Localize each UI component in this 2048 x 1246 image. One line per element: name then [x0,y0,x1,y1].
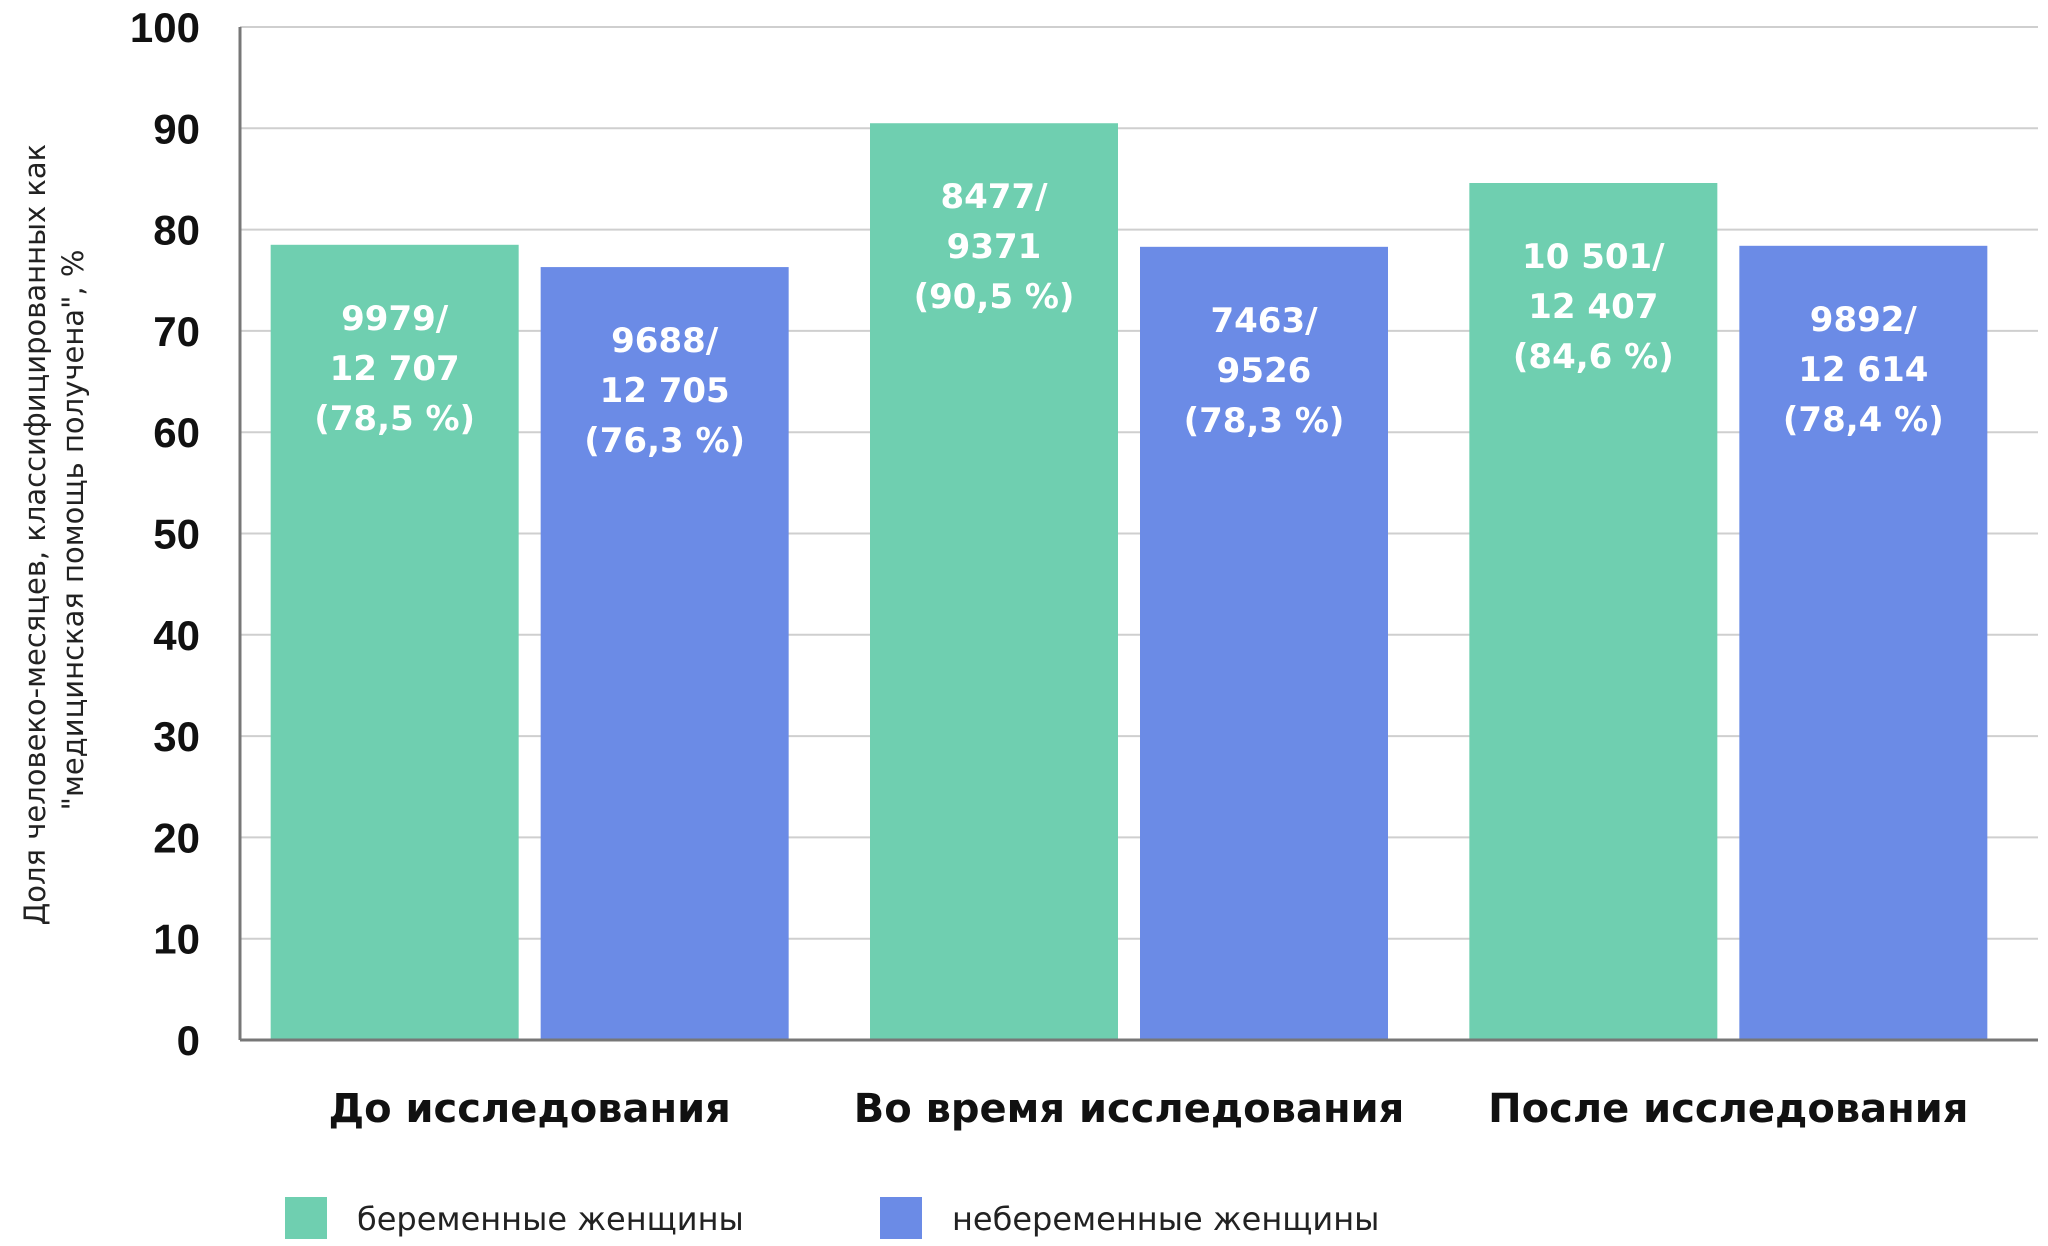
data-label: (78,3 %) [1184,401,1345,441]
legend-label: беременные женщины [357,1200,744,1238]
legend: беременные женщины небеременные женщины [285,1197,1379,1239]
y-tick-label: 50 [153,511,200,558]
data-label: (78,4 %) [1783,400,1944,440]
y-axis-label: Доля человеко-месяцев, классифицированны… [18,135,90,926]
data-label: 9688/ [611,321,719,361]
data-label: (90,5 %) [914,277,1075,317]
legend-swatch [285,1197,327,1239]
data-label: 12 407 [1528,287,1658,327]
data-label: 12 614 [1798,350,1928,390]
bar [1469,183,1718,1040]
x-category-label: До исследования [328,1086,730,1132]
y-tick-label: 20 [153,814,200,861]
y-axis-label-line-1: Доля человеко-месяцев, классифицированны… [18,144,52,926]
bar [870,123,1118,1041]
y-tick-label: 30 [153,713,200,760]
data-label: 7463/ [1210,301,1318,341]
bar [540,267,789,1040]
y-tick-label: 80 [153,207,200,254]
y-tick-label: 40 [153,612,200,659]
data-label: (84,6 %) [1513,337,1674,377]
data-label: 12 705 [600,371,730,411]
legend-swatch [880,1197,922,1239]
y-tick-label: 10 [153,916,200,963]
y-tick-label: 70 [153,308,200,355]
data-label: 9526 [1217,351,1312,391]
y-tick-label: 90 [153,105,200,152]
axes [238,27,2038,1042]
bars: 9979/12 707 (78,5 %) 9688/12 705 (76,3 %) 84… [270,123,1988,1041]
data-label: 9892/ [1810,300,1918,340]
data-label: 9979/ [341,299,449,339]
data-label: (78,5 %) [314,399,475,439]
legend-label: небеременные женщины [952,1200,1379,1238]
data-label: 9371 [947,227,1042,267]
y-tick-label: 100 [130,4,200,51]
data-label: 12 707 [330,349,460,389]
bar [1140,246,1388,1041]
gridlines [240,26,2038,940]
x-category-label: После исследования [1488,1086,1968,1132]
data-label: 8477/ [940,177,1048,217]
y-tick-label: 0 [177,1017,200,1064]
data-label: 10 501/ [1522,237,1665,277]
y-axis-ticks: 0 10 20 30 40 50 60 70 80 90 100 [130,4,200,1064]
x-axis-categories: До исследования Во время исследования Посл… [328,1086,1968,1132]
data-label: (76,3 %) [584,421,745,461]
bar [270,244,519,1041]
y-tick-label: 60 [153,409,200,456]
bar [1739,245,1988,1041]
x-category-label: Во время исследования [854,1086,1405,1132]
y-axis-label-line-2: "медицинская помощь получена", % [56,250,90,811]
